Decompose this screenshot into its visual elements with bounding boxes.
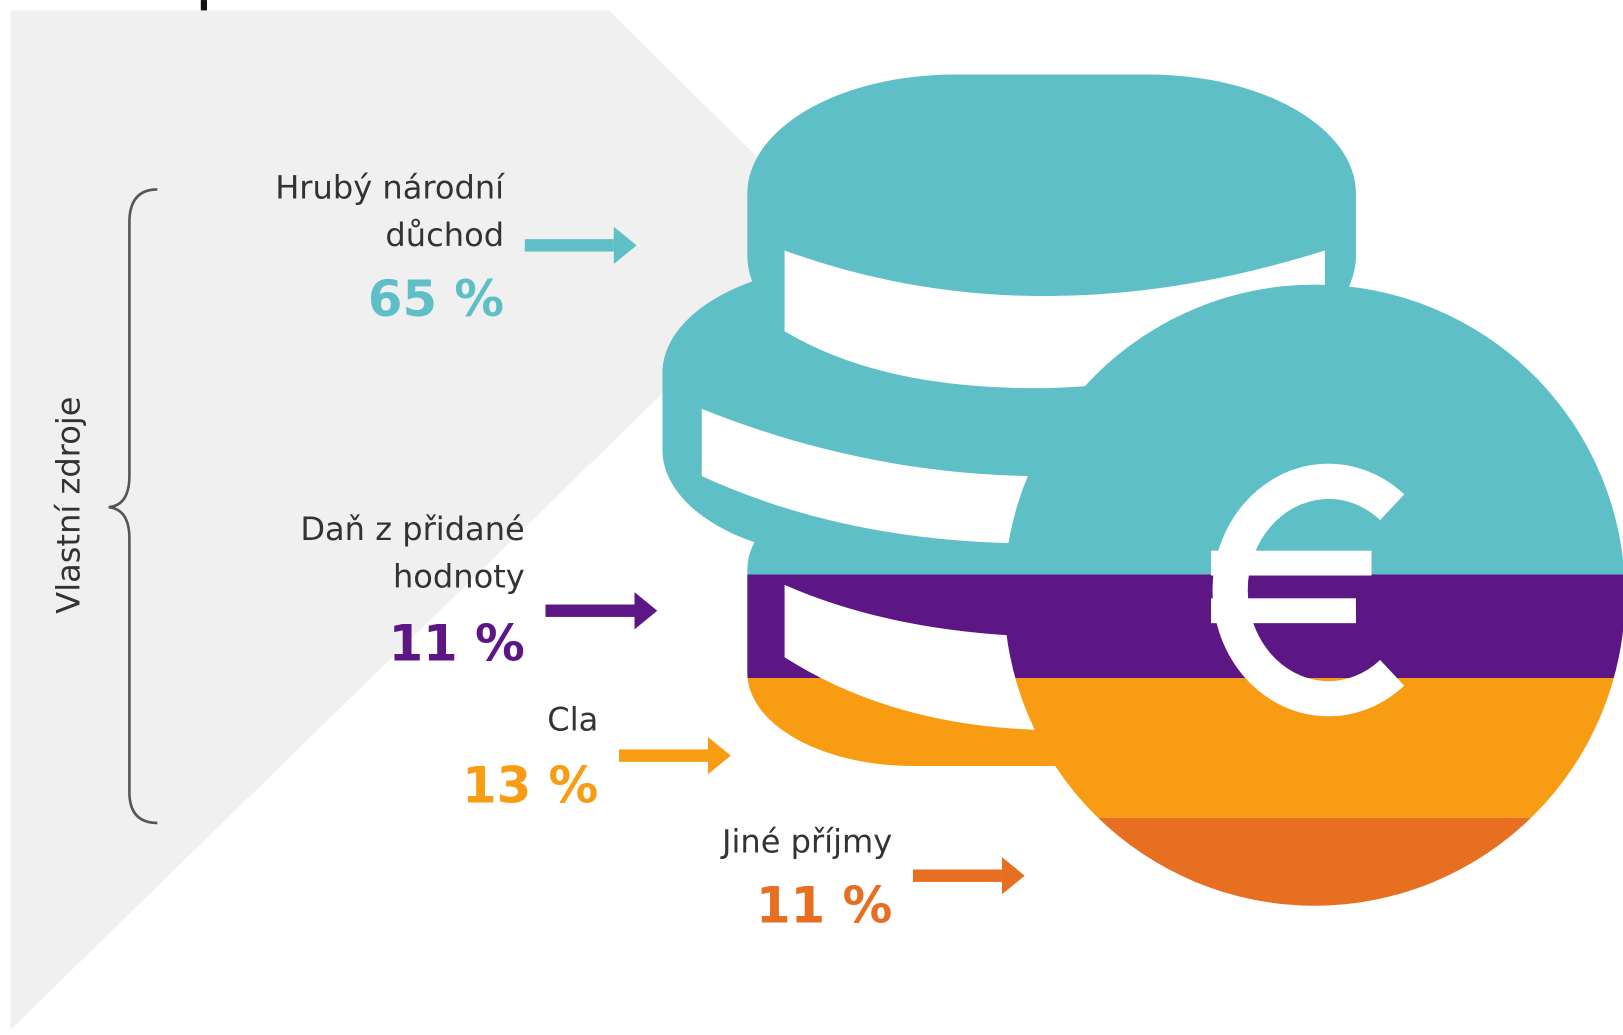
item-value: 11 %: [389, 614, 525, 672]
item-label: Cla: [547, 700, 598, 738]
arrow-head: [1001, 857, 1025, 895]
arrow-shaft: [618, 749, 708, 762]
arrow-head: [613, 226, 637, 264]
mark: [200, 0, 208, 11]
arrow-shaft: [912, 869, 1002, 882]
item-label: Hrubý národní: [275, 168, 505, 206]
item-value: 65 %: [368, 270, 504, 328]
item-label: Jiné příjmy: [720, 823, 892, 861]
arrow-head: [634, 592, 658, 630]
arrow-head: [707, 737, 731, 775]
background-panel: [10, 10, 766, 1030]
item-value: 11 %: [756, 876, 892, 934]
brace: [108, 188, 158, 825]
item-label: důchod: [385, 216, 504, 254]
item-label: Daň z přidané: [300, 510, 524, 548]
brace-label: Vlastní zdroje: [49, 397, 87, 614]
arrow-shaft: [524, 239, 614, 252]
euro-sign: [1211, 463, 1405, 717]
arrow-shaft: [545, 604, 635, 617]
item-label: hodnoty: [393, 558, 525, 596]
item-value: 13 %: [462, 756, 598, 814]
